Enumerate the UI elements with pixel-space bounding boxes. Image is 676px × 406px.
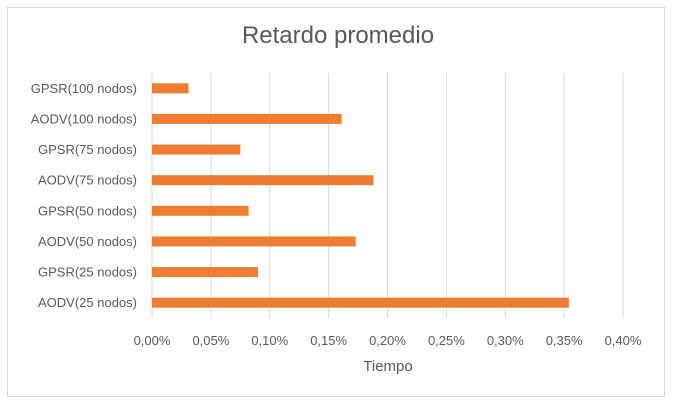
bar: [152, 267, 258, 278]
category-label: AODV(25 nodos): [38, 295, 137, 310]
bar: [152, 144, 241, 155]
category-label: GPSR(25 nodos): [38, 265, 137, 280]
x-tick-label: 0,25%: [428, 333, 465, 348]
bar: [152, 113, 342, 124]
x-tick-label: 0,20%: [369, 333, 406, 348]
category-label: AODV(50 nodos): [38, 234, 137, 249]
x-tick-labels: 0,00% 0,05% 0,10% 0,15% 0,20% 0,25% 0,30% 0,35%…: [134, 333, 642, 348]
x-tick-label: 0,05%: [192, 333, 229, 348]
bar: [152, 236, 356, 247]
x-tick-label: 0,30%: [487, 333, 524, 348]
x-tick-label: 0,10%: [251, 333, 288, 348]
bar: [152, 175, 374, 186]
gridlines: [151, 73, 624, 318]
x-axis-title: Tiempo: [363, 358, 413, 375]
category-label: AODV(100 nodos): [31, 111, 137, 126]
category-labels: GPSR(100 nodos) AODV(100 nodos) GPSR(75 no…: [31, 81, 137, 310]
category-label: GPSR(100 nodos): [31, 81, 137, 96]
x-tick-label: 0,15%: [310, 333, 347, 348]
category-label: GPSR(75 nodos): [38, 142, 137, 157]
bar: [152, 205, 249, 216]
bar: [152, 297, 569, 308]
chart-title: Retardo promedio: [241, 22, 435, 49]
bars: [152, 83, 569, 308]
x-tick-label: 0,40%: [605, 333, 642, 348]
category-label: GPSR(50 nodos): [38, 203, 137, 218]
x-tick-label: 0,00%: [134, 333, 171, 348]
category-label: AODV(75 nodos): [38, 173, 137, 188]
x-tick-label: 0,35%: [546, 333, 583, 348]
bar: [152, 83, 189, 94]
chart-frame: [7, 7, 665, 397]
